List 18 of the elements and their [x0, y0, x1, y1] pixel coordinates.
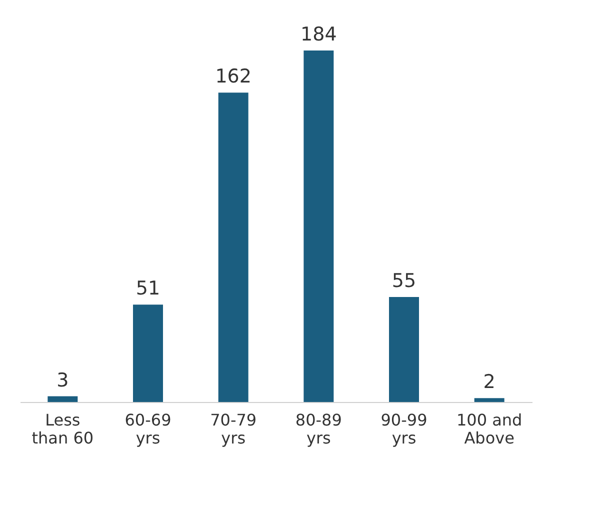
data-label: 2 — [483, 371, 496, 394]
bar — [389, 296, 419, 402]
x-tick-label: 80-89 yrs — [295, 410, 342, 448]
bar — [48, 396, 78, 402]
data-label: 184 — [300, 24, 337, 46]
x-tick-label: Less than 60 — [32, 410, 94, 448]
bar — [218, 92, 248, 402]
data-label: 162 — [215, 66, 252, 88]
x-tick-label: 100 and Above — [456, 410, 522, 448]
data-label: 55 — [392, 270, 416, 292]
x-tick-label: 60-69 yrs — [124, 410, 172, 448]
x-tick-label: 70-79 yrs — [210, 410, 257, 448]
data-label: 3 — [56, 369, 69, 392]
x-tick-label: 90-99 yrs — [380, 410, 428, 448]
data-label: 51 — [136, 278, 160, 300]
bar — [133, 304, 163, 402]
bar — [474, 398, 504, 402]
bar — [304, 50, 334, 402]
